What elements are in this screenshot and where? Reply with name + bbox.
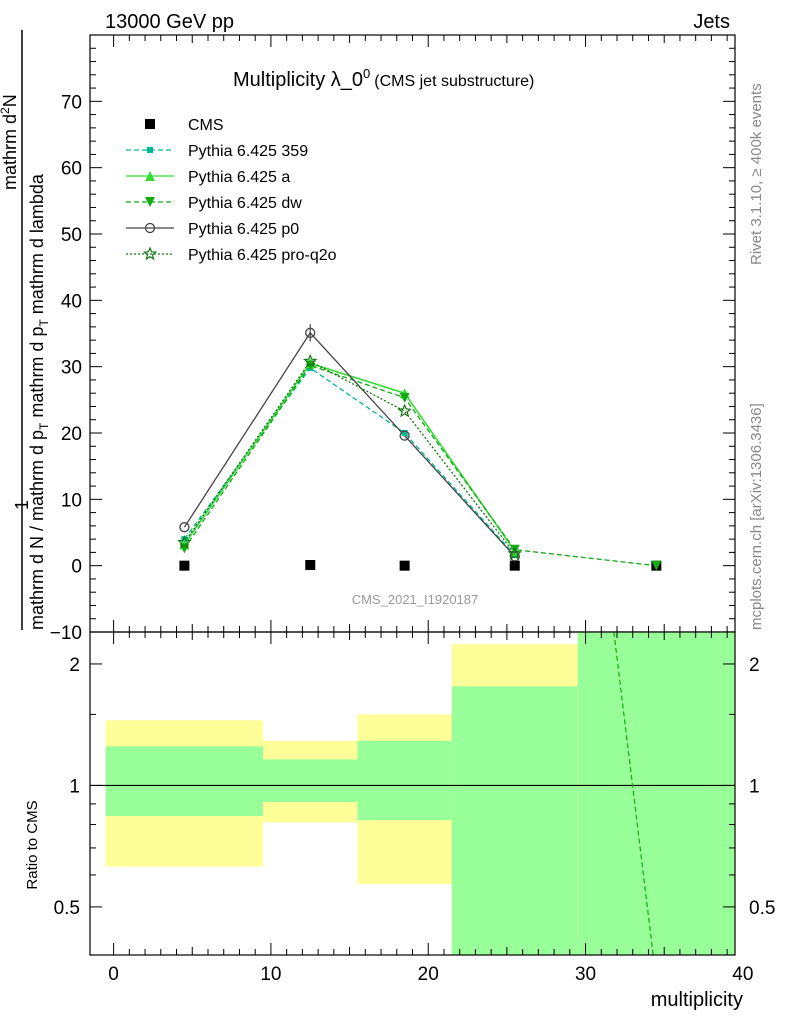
ratio-ytick-label-left: 1 [69, 776, 80, 797]
ratio-band-green-4 [577, 632, 735, 955]
ratio-ytick-label-right: 0.5 [749, 898, 775, 919]
main-ytick-label: 0 [71, 557, 82, 578]
main-ytick-label: 30 [61, 358, 82, 379]
ratio-band-green-0 [105, 746, 264, 816]
point-pythia_pro_q2o-0 [177, 534, 192, 549]
main-ytick-label: 40 [61, 291, 82, 312]
point-pythia_dw-4 [651, 560, 662, 571]
chart-title: Multiplicity λ_00 (CMS jet substructure) [233, 66, 534, 91]
legend-marker-pythia_359 [147, 147, 153, 153]
series-line-pythia_p0 [183, 331, 516, 557]
main-frame [89, 34, 736, 633]
point-cms-2 [399, 560, 410, 571]
main-ytick-label: 70 [61, 92, 82, 113]
point-pythia_p0-2 [399, 430, 410, 441]
legend-label-cms: CMS [188, 117, 224, 134]
analysis-watermark: CMS_2021_I1920187 [352, 592, 479, 607]
header-process: 13000 GeV pp [105, 11, 234, 33]
point-pythia_359-2 [401, 430, 408, 436]
main-ytick-label: 60 [61, 159, 82, 180]
ratio-ytick-label-left: 2 [69, 655, 80, 676]
legend-marker-cms [145, 119, 155, 129]
legend-marker-pythia_pro_q2o [142, 246, 158, 261]
ratio-band-green-1 [263, 759, 358, 802]
ratio-panel: 0 10 20 30 40 0.5 0.5 1 1 2 2 [54, 631, 775, 985]
ratio-xtick-label: 0 [108, 964, 119, 985]
point-pythia_359-0 [181, 536, 188, 543]
point-pythia_pro_q2o-2 [397, 403, 412, 418]
point-pythia_p0-0 [179, 522, 190, 533]
legend-label-pythia_pro_q2o: Pythia 6.425 pro-q2o [188, 247, 337, 264]
point-pythia_dw-0 [179, 543, 190, 554]
legend-marker-pythia_p0 [144, 222, 156, 234]
ratio-band-green-3 [451, 686, 578, 955]
ratio-xtick-label: 10 [260, 964, 281, 985]
legend-marker-pythia_dw [145, 197, 155, 207]
ratio-dw-line [613, 631, 654, 956]
ratio-ytick-label-right: 2 [749, 655, 760, 676]
legend-label-pythia_p0: Pythia 6.425 p0 [188, 221, 299, 238]
main-ytick-label: −10 [50, 623, 82, 644]
point-cms-3 [509, 560, 520, 571]
point-pythia_p0-3 [509, 551, 520, 562]
main-ytick-label: 50 [61, 225, 82, 246]
series-line-pythia_359 [183, 367, 516, 556]
main-ytick-label: 20 [61, 424, 82, 445]
legend-label-pythia_a: Pythia 6.425 a [188, 169, 290, 186]
point-pythia_dw-2 [399, 392, 410, 403]
ratio-ylabel: Ratio to CMS [24, 800, 41, 889]
main-panel: −10 0 10 20 30 40 50 60 70 [50, 34, 736, 644]
series-line-pythia_dw [183, 364, 657, 567]
legend-label-pythia_359: Pythia 6.425 359 [188, 143, 308, 160]
legend: CMS Pythia 6.425 359 Pythia 6.425 a Pythia … [126, 117, 337, 264]
point-pythia_pro_q2o-1 [302, 353, 318, 368]
ratio-ytick-label-right: 1 [749, 776, 760, 797]
rivet-version-label: Rivet 3.1.10, ≥ 400k events [748, 83, 765, 265]
point-pythia_pro_q2o-3 [507, 546, 522, 560]
legend-label-pythia_dw: Pythia 6.425 dw [188, 195, 302, 212]
ratio-xtick-label: 20 [418, 964, 439, 985]
ylabel-numerator: mathrm d2N [0, 94, 20, 190]
ratio-xtick-label: 40 [732, 964, 753, 985]
point-pythia_dw-3 [509, 544, 520, 555]
xlabel: multiplicity [651, 989, 743, 1011]
point-cms-0 [179, 560, 190, 571]
ratio-band-green-2 [357, 740, 452, 821]
legend-marker-pythia_a [145, 171, 155, 181]
mcplots-label: mcplots.cern.ch [arXiv:1306.3436] [748, 403, 765, 630]
main-ylabel: 1 mathrm d2N mathrm d N / mathrm d pT ma… [0, 30, 51, 630]
point-pythia_p0-1 [305, 327, 316, 338]
series-line-pythia_pro_q2o [183, 360, 516, 555]
ratio-xtick-label: 30 [575, 964, 596, 985]
ylabel-denominator: mathrm d N / mathrm d pT mathrm d pT mat… [27, 173, 51, 630]
series-line-pythia_a [183, 362, 516, 552]
ratio-ytick-label-left: 0.5 [54, 898, 80, 919]
main-ytick-label: 10 [61, 490, 82, 511]
point-cms-1 [305, 560, 316, 571]
header-category: Jets [693, 11, 730, 33]
